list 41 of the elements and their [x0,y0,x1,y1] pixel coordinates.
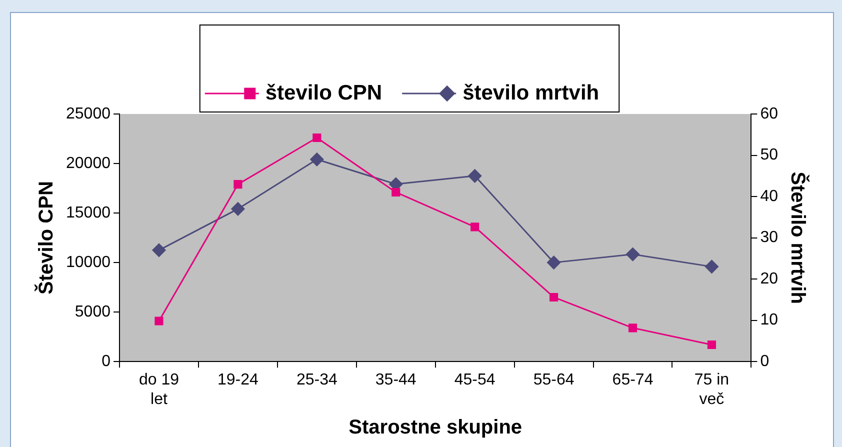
point [707,340,716,350]
y2-tick-label: 50 [760,146,778,164]
y-tick-label: 5000 [74,303,111,320]
point [152,243,166,257]
legend-label: število mrtvih [462,81,600,104]
x-tick-label: 65-74 [612,372,654,389]
point [547,256,561,270]
y-tick-label: 25000 [66,105,111,122]
y2-tick-label: 20 [760,270,778,288]
point [310,152,324,166]
point [234,180,242,189]
point [628,324,638,332]
x-tick-label: 19-24 [217,372,258,389]
point [312,133,322,142]
y2-tick-label: 10 [760,312,778,329]
y-axis-title: Število CPN [34,181,58,294]
y2-tick-label: 0 [760,353,770,370]
x-tick-label: 25-34 [296,372,338,389]
y-tick-label: 10000 [66,254,111,271]
x-axis-title: Starostne skupine [348,416,522,439]
x-tick-label: 35-44 [375,372,416,389]
y-tick-label: 15000 [66,204,111,222]
point [468,169,482,183]
y2-tick-label: 60 [760,105,778,122]
point [550,292,558,302]
point [392,188,400,197]
x-tick-label: do 19 let [138,372,180,408]
y-tick-label: 20000 [66,154,111,172]
x-tick-label: 55-64 [533,372,574,389]
y-tick-label: 0 [102,353,111,370]
point [704,260,718,274]
y2-tick-label: 40 [760,188,778,205]
point [154,316,164,326]
point [470,222,480,232]
y2-axis-title: Število mrtvih [786,172,810,304]
x-tick-label: 75 in več [694,372,730,408]
y2-tick-label: 30 [760,229,778,246]
legend-label: število CPN [265,81,382,104]
point [626,248,640,262]
point [231,202,245,216]
x-tick-label: 45-54 [454,372,496,389]
